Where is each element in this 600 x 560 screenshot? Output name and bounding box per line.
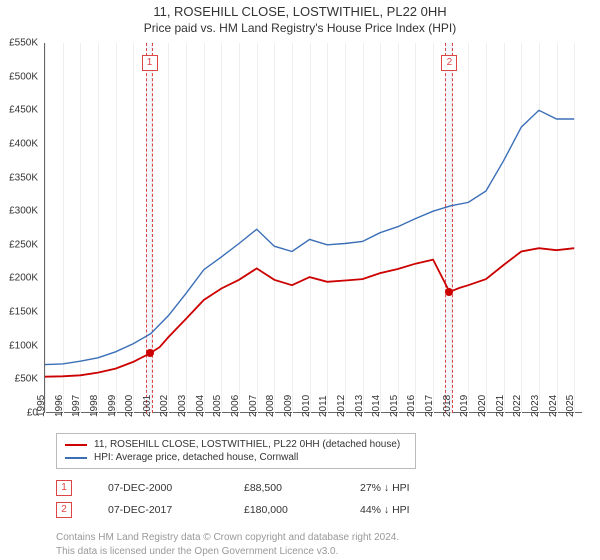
x-tick-label: 2010 — [301, 395, 312, 417]
line-layer — [45, 43, 583, 413]
transaction-table: 1 07-DEC-2000 £88,500 27% ↓ HPI 2 07-DEC-2017… — [56, 477, 600, 521]
x-tick-label: 2005 — [212, 395, 223, 417]
transaction-price: £88,500 — [244, 482, 324, 494]
legend-label: HPI: Average price, detached house, Corn… — [94, 452, 298, 463]
x-tick-label: 1997 — [71, 395, 82, 417]
x-tick-label: 2024 — [548, 395, 559, 417]
x-tick-label: 2013 — [354, 395, 365, 417]
transaction-point — [445, 288, 453, 296]
y-tick-label: £300K — [9, 206, 38, 217]
transaction-date: 07-DEC-2017 — [108, 504, 208, 516]
x-tick-label: 2014 — [371, 395, 382, 417]
x-tick-label: 2018 — [442, 395, 453, 417]
x-tick-label: 2020 — [477, 395, 488, 417]
y-tick-label: £50K — [15, 374, 38, 385]
x-tick-label: 2008 — [265, 395, 276, 417]
legend-row: 11, ROSEHILL CLOSE, LOSTWITHIEL, PL22 0H… — [65, 438, 407, 451]
transaction-row-badge: 1 — [56, 480, 72, 496]
x-tick-label: 2022 — [512, 395, 523, 417]
transaction-row: 2 07-DEC-2017 £180,000 44% ↓ HPI — [56, 499, 600, 521]
plot-region: 12 — [44, 43, 582, 413]
chart-subtitle: Price paid vs. HM Land Registry's House … — [0, 21, 600, 35]
legend-row: HPI: Average price, detached house, Corn… — [65, 451, 407, 464]
x-tick-label: 2021 — [495, 395, 506, 417]
y-tick-label: £150K — [9, 307, 38, 318]
y-tick-label: £100K — [9, 340, 38, 351]
series-line-hpi — [45, 110, 574, 364]
y-tick-label: £250K — [9, 239, 38, 250]
legend-swatch — [65, 444, 87, 446]
x-tick-label: 2006 — [230, 395, 241, 417]
x-tick-label: 2001 — [142, 395, 153, 417]
x-tick-label: 1996 — [54, 395, 65, 417]
series-line-property — [45, 248, 574, 377]
transaction-row-badge: 2 — [56, 502, 72, 518]
x-tick-label: 2025 — [565, 395, 576, 417]
x-tick-label: 2003 — [177, 395, 188, 417]
x-tick-label: 2000 — [124, 395, 135, 417]
x-tick-label: 2004 — [195, 395, 206, 417]
transaction-badge: 1 — [142, 55, 158, 71]
x-tick-label: 2019 — [459, 395, 470, 417]
x-tick-label: 2016 — [406, 395, 417, 417]
y-tick-label: £200K — [9, 273, 38, 284]
legend: 11, ROSEHILL CLOSE, LOSTWITHIEL, PL22 0H… — [56, 433, 416, 469]
x-tick-label: 2007 — [248, 395, 259, 417]
x-tick-label: 1999 — [107, 395, 118, 417]
transaction-delta: 27% ↓ HPI — [360, 482, 410, 494]
x-tick-label: 2017 — [424, 395, 435, 417]
transaction-price: £180,000 — [244, 504, 324, 516]
footer-line-2: This data is licensed under the Open Gov… — [56, 545, 600, 559]
transaction-badge: 2 — [441, 55, 457, 71]
x-tick-label: 2002 — [159, 395, 170, 417]
legend-label: 11, ROSEHILL CLOSE, LOSTWITHIEL, PL22 0H… — [94, 439, 400, 450]
y-tick-label: £500K — [9, 71, 38, 82]
footer-line-1: Contains HM Land Registry data © Crown c… — [56, 531, 600, 545]
transaction-point — [146, 349, 154, 357]
transaction-delta: 44% ↓ HPI — [360, 504, 410, 516]
x-tick-label: 2015 — [389, 395, 400, 417]
transaction-row: 1 07-DEC-2000 £88,500 27% ↓ HPI — [56, 477, 600, 499]
chart-title: 11, ROSEHILL CLOSE, LOSTWITHIEL, PL22 0H… — [0, 4, 600, 19]
legend-swatch — [65, 457, 87, 459]
y-tick-label: £550K — [9, 38, 38, 49]
x-tick-label: 1998 — [89, 395, 100, 417]
y-tick-label: £350K — [9, 172, 38, 183]
chart-area: 12 £0£50K£100K£150K£200K£250K£300K£350K£… — [44, 43, 582, 427]
x-tick-label: 2023 — [530, 395, 541, 417]
y-tick-label: £400K — [9, 138, 38, 149]
y-tick-label: £450K — [9, 105, 38, 116]
x-tick-label: 2011 — [318, 395, 329, 417]
transaction-date: 07-DEC-2000 — [108, 482, 208, 494]
x-tick-label: 2009 — [283, 395, 294, 417]
chart-title-block: 11, ROSEHILL CLOSE, LOSTWITHIEL, PL22 0H… — [0, 0, 600, 37]
x-tick-label: 1995 — [36, 395, 47, 417]
x-tick-label: 2012 — [336, 395, 347, 417]
footer-attribution: Contains HM Land Registry data © Crown c… — [56, 531, 600, 558]
